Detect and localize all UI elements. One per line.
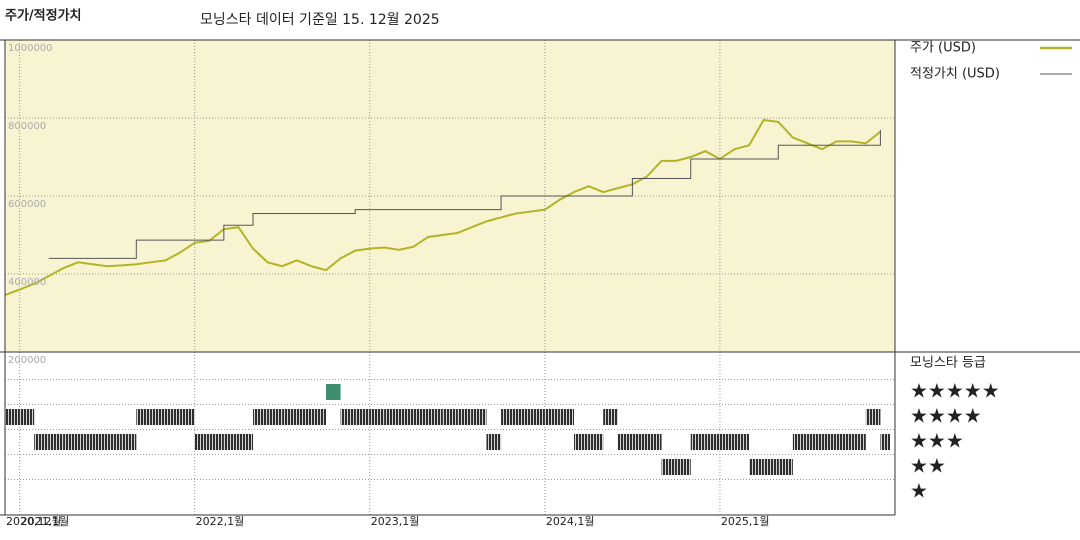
- rating-bar: [719, 434, 735, 450]
- rating-bar: [398, 409, 414, 425]
- rating-bar: [617, 434, 633, 450]
- x-tick-label: 2021,1월: [21, 515, 70, 528]
- rating-bar: [690, 434, 706, 450]
- rating-bar: [194, 434, 210, 450]
- y-tick-label: 400000: [8, 277, 46, 288]
- rating-bar: [150, 409, 166, 425]
- rating-bar: [209, 434, 224, 450]
- rating-bar: [340, 409, 356, 425]
- rating-bar: [515, 409, 531, 425]
- rating-bar: [880, 434, 890, 450]
- y-tick-label: 200000: [8, 355, 46, 366]
- rating-bar: [457, 409, 472, 425]
- rating-bar: [501, 409, 516, 425]
- rating-bar: [588, 434, 604, 450]
- rating-bar: [77, 434, 93, 450]
- rating-bar: [676, 459, 691, 475]
- rating-bar: [92, 434, 108, 450]
- rating-bar: [136, 409, 151, 425]
- rating-bar: [180, 409, 195, 425]
- rating-bar: [530, 409, 545, 425]
- rating-bar: [471, 409, 487, 425]
- rating-bar: [253, 409, 268, 425]
- rating-bar: [661, 459, 677, 475]
- y-tick-label: 1000000: [8, 43, 53, 54]
- rating-bar: [574, 434, 589, 450]
- rating-bar: [107, 434, 122, 450]
- rating-bar: [807, 434, 823, 450]
- rating-bar: [792, 434, 808, 450]
- legend-label: 적정가치 (USD): [910, 67, 1000, 82]
- rating-bar: [267, 409, 283, 425]
- rating-bar: [121, 434, 137, 450]
- fair-value-line: [48, 129, 881, 259]
- rating-bar: [63, 434, 78, 450]
- rating-bar: [165, 409, 181, 425]
- chart-subtitle: 모닝스타 데이터 기준일 15. 12월 2025: [200, 12, 440, 28]
- rating-bar: [19, 409, 35, 425]
- rating-title: 모닝스타 등급: [910, 356, 986, 371]
- x-tick-label: 2025,1월: [721, 515, 770, 528]
- x-tick-label: 2020,12월: [6, 515, 62, 528]
- y-tick-label: 600000: [8, 199, 46, 210]
- rating-label: ★★★★: [910, 404, 982, 428]
- rating-label: ★★★★★: [910, 379, 1000, 403]
- rating-bar: [778, 459, 793, 475]
- rating-bar: [822, 434, 837, 450]
- x-tick-label: 2023,1월: [371, 515, 420, 528]
- rating-label: ★★★: [910, 429, 964, 453]
- rating-bar: [311, 409, 326, 425]
- rating-bar: [559, 409, 575, 425]
- rating-bar: [238, 434, 254, 450]
- rating-label: ★: [910, 479, 928, 503]
- rating-bar: [355, 409, 370, 425]
- rating-bar: [603, 409, 618, 425]
- rating-bar: [325, 384, 341, 400]
- x-tick-label: 2022,1월: [196, 515, 245, 528]
- rating-bar: [5, 409, 20, 425]
- rating-bar: [48, 434, 64, 450]
- rating-bar: [763, 459, 779, 475]
- rating-bar: [282, 409, 297, 425]
- rating-bar: [428, 409, 443, 425]
- price-line: [4, 118, 882, 296]
- rating-bar: [369, 409, 385, 425]
- x-tick-label: 2024,1월: [546, 515, 595, 528]
- rating-bar: [384, 409, 399, 425]
- chart-title: 주가/적정가치: [5, 8, 82, 24]
- rating-bar: [486, 434, 502, 450]
- rating-bar: [836, 434, 852, 450]
- rating-bar: [632, 434, 647, 450]
- rating-label: ★★: [910, 454, 946, 478]
- rating-bar: [413, 409, 429, 425]
- rating-bar: [734, 434, 750, 450]
- rating-bar: [442, 409, 458, 425]
- rating-bar: [865, 409, 881, 425]
- legend-label: 주가 (USD): [910, 41, 976, 56]
- y-tick-label: 800000: [8, 121, 46, 132]
- rating-bar: [749, 459, 764, 475]
- rating-bar: [296, 409, 312, 425]
- rating-bar: [851, 434, 866, 450]
- rating-bar: [544, 409, 560, 425]
- rating-bar: [705, 434, 720, 450]
- rating-bar: [646, 434, 662, 450]
- rating-bar: [223, 434, 239, 450]
- rating-bar: [34, 434, 49, 450]
